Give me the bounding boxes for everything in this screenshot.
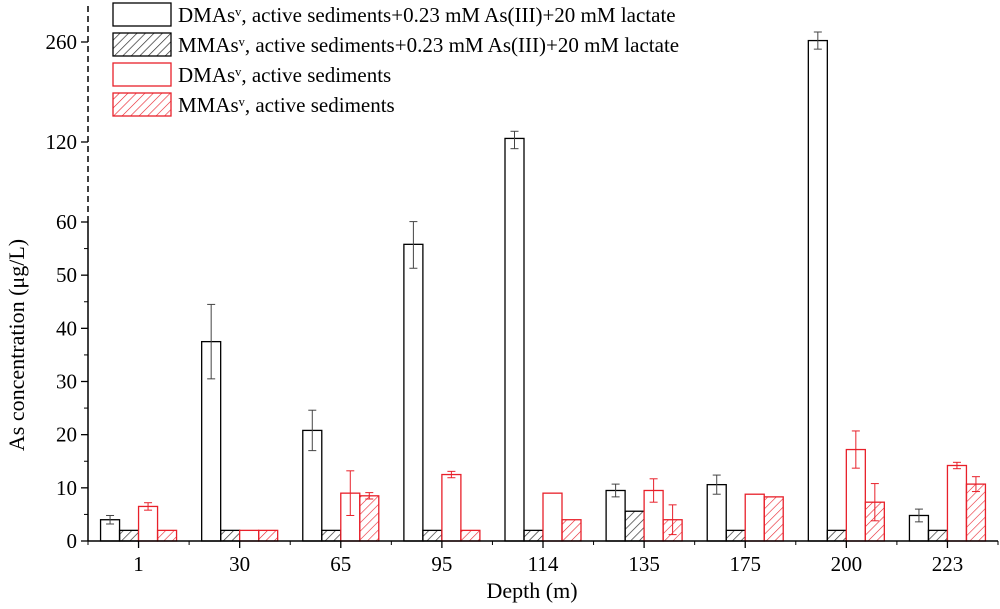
y-tick-label: 50 [56, 263, 77, 287]
y-tick-label: 0 [67, 529, 78, 553]
bar [826, 529, 847, 542]
y-tick-label: 260 [46, 30, 78, 54]
x-tick-label: 1 [133, 552, 144, 576]
bar [220, 529, 241, 542]
x-tick-label: 200 [831, 552, 863, 576]
x-tick-label: 30 [229, 552, 250, 576]
legend-swatch [112, 62, 172, 87]
x-tick-label: 65 [330, 552, 351, 576]
bar [561, 519, 582, 542]
bar [359, 495, 380, 542]
bar [946, 464, 968, 542]
legend: DMAsᵛ, active sediments+0.23 mM As(III)+… [112, 2, 679, 117]
bars-layer [99, 31, 987, 542]
bar [118, 529, 140, 542]
bar [239, 529, 260, 542]
y-tick-label: 120 [46, 130, 78, 154]
bar [523, 529, 544, 542]
y-tick-label: 20 [56, 423, 77, 447]
legend-label: MMAsᵛ, active sediments+0.23 mM As(III)+… [178, 33, 679, 57]
bar [744, 493, 765, 542]
bar [504, 137, 525, 542]
bar [763, 496, 784, 542]
legend-label: DMAsᵛ, active sediments+0.23 mM As(III)+… [178, 3, 676, 27]
bar [156, 529, 178, 542]
axes-layer: 0 10 20 30 40 50 60 120 260 1 30 65 95 114 135 175 200 22… [46, 2, 999, 576]
bar [542, 492, 563, 542]
bar [460, 529, 481, 542]
bar [605, 489, 626, 542]
bar [422, 529, 443, 542]
legend-label: DMAsᵛ, active sediments [178, 63, 391, 87]
bar [321, 529, 342, 542]
y-axis-title: As concentration (μg/L) [4, 239, 29, 451]
bar [403, 243, 424, 542]
y-tick-label: 60 [56, 210, 77, 234]
y-tick-label: 40 [56, 316, 77, 340]
bar [137, 505, 159, 542]
x-tick-label: 223 [932, 552, 964, 576]
x-tick-label: 135 [628, 552, 660, 576]
legend-label: MMAsᵛ, active sediments [178, 93, 395, 117]
legend-swatch [112, 2, 172, 27]
bar [927, 529, 949, 542]
legend-swatch [112, 32, 172, 57]
x-tick-label: 95 [431, 552, 452, 576]
y-tick-label: 30 [56, 370, 77, 394]
bar [725, 529, 746, 542]
y-tick-label: 10 [56, 476, 77, 500]
bar [807, 39, 828, 542]
x-axis-title: Depth (m) [486, 578, 577, 603]
bar [965, 483, 987, 542]
x-tick-label: 114 [528, 552, 559, 576]
legend-swatch [112, 92, 172, 117]
bar [624, 510, 645, 542]
x-tick-label: 175 [729, 552, 761, 576]
bar [441, 473, 462, 542]
bar [258, 529, 279, 542]
